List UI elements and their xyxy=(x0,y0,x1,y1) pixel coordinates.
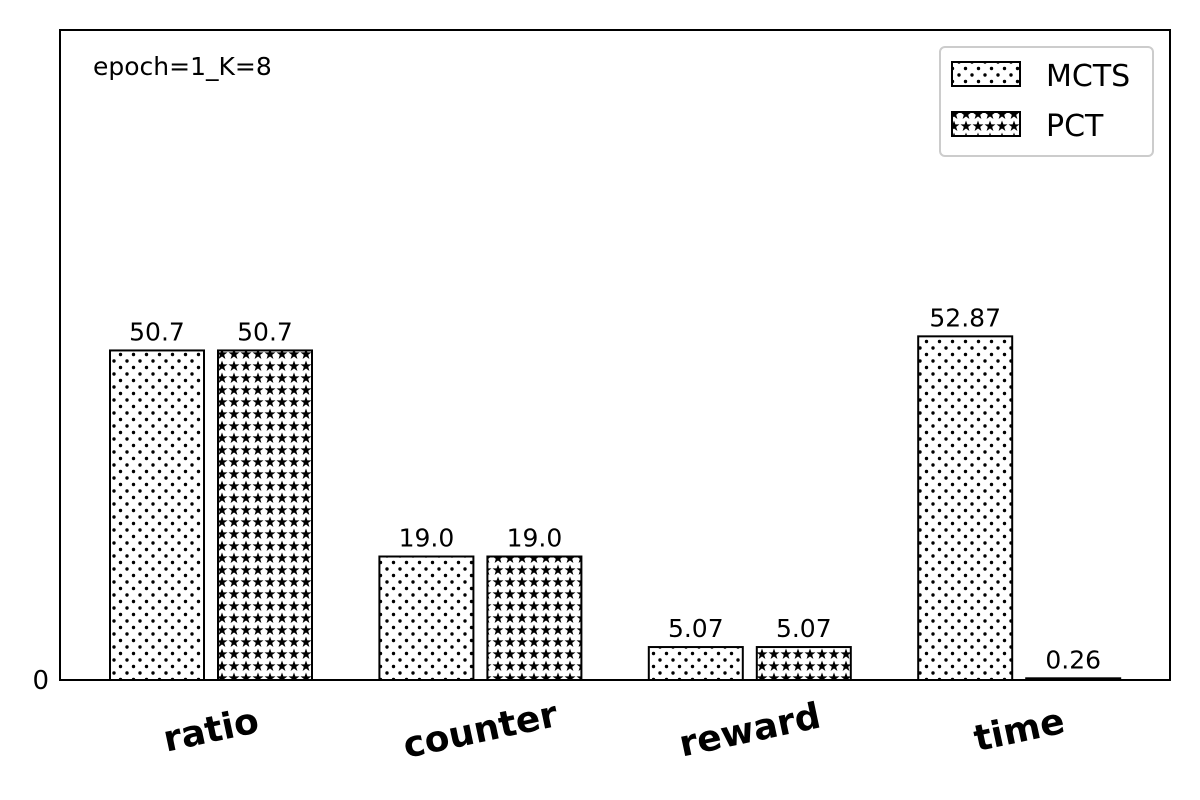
bar-label-pct-time: 0.26 xyxy=(1045,645,1101,674)
bar-label-pct-reward: 5.07 xyxy=(776,614,832,643)
bar-label-mcts-ratio: 50.7 xyxy=(129,317,185,346)
legend-swatch-pct xyxy=(951,111,1021,137)
bar-mcts-ratio[interactable] xyxy=(109,349,205,681)
y-tick-label-0: 0 xyxy=(32,666,49,696)
legend-label-mcts: MCTS xyxy=(1046,59,1130,94)
bar-label-pct-counter: 19.0 xyxy=(507,524,563,553)
bar-label-mcts-reward: 5.07 xyxy=(668,614,724,643)
bar-label-mcts-counter: 19.0 xyxy=(399,524,455,553)
bar-mcts-counter[interactable] xyxy=(378,555,475,681)
category-label-time: time xyxy=(970,701,1068,760)
category-label-counter: counter xyxy=(400,694,562,767)
legend-swatch-mcts xyxy=(951,61,1021,87)
bar-pct-counter[interactable] xyxy=(486,555,583,681)
bar-label-pct-ratio: 50.7 xyxy=(237,317,293,346)
bar-pct-reward[interactable] xyxy=(755,646,852,681)
bar-label-mcts-time: 52.87 xyxy=(929,303,1001,332)
bar-pct-ratio[interactable] xyxy=(217,349,313,681)
bar-labels-group: 50.7 50.7 19.0 19.0 5.07 5.07 52.87 0.26 xyxy=(129,303,1101,674)
bar-mcts-reward[interactable] xyxy=(647,646,744,681)
chart-annotation: epoch=1_K=8 xyxy=(93,52,272,81)
legend[interactable]: MCTS PCT xyxy=(939,46,1154,157)
category-label-ratio: ratio xyxy=(160,700,263,760)
bar-pct-time[interactable] xyxy=(1025,677,1122,681)
category-labels: ratio counter reward time xyxy=(160,694,1069,767)
legend-label-pct: PCT xyxy=(1046,109,1104,144)
bars-group xyxy=(109,335,1122,681)
bar-mcts-time[interactable] xyxy=(917,335,1014,681)
category-label-reward: reward xyxy=(676,696,825,766)
